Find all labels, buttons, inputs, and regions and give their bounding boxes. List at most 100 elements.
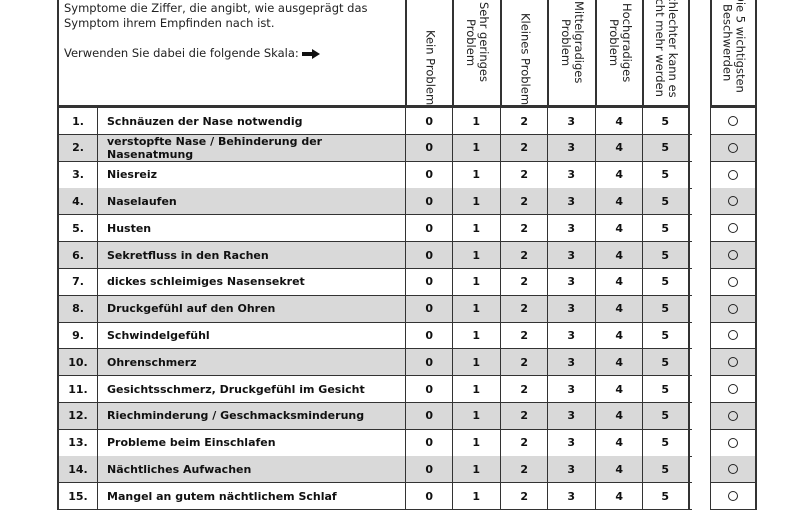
top5-checkbox[interactable] bbox=[710, 376, 757, 402]
score-option-3[interactable]: 3 bbox=[547, 108, 595, 134]
score-option-2[interactable]: 2 bbox=[500, 349, 548, 376]
score-option-4[interactable]: 4 bbox=[595, 349, 643, 376]
score-option-1[interactable]: 1 bbox=[452, 429, 500, 456]
score-option-1[interactable]: 1 bbox=[452, 188, 500, 215]
score-option-1[interactable]: 1 bbox=[452, 376, 500, 402]
score-option-0[interactable]: 0 bbox=[405, 242, 453, 268]
score-option-3[interactable]: 3 bbox=[547, 161, 595, 188]
score-option-4[interactable]: 4 bbox=[595, 295, 643, 322]
score-option-0[interactable]: 0 bbox=[405, 295, 453, 322]
score-option-1[interactable]: 1 bbox=[452, 322, 500, 349]
top5-checkbox[interactable] bbox=[710, 483, 757, 510]
score-option-5[interactable]: 5 bbox=[642, 349, 690, 376]
score-option-4[interactable]: 4 bbox=[595, 215, 643, 242]
score-option-1[interactable]: 1 bbox=[452, 134, 500, 161]
score-option-4[interactable]: 4 bbox=[595, 322, 643, 349]
score-option-2[interactable]: 2 bbox=[500, 295, 548, 322]
score-option-2[interactable]: 2 bbox=[500, 242, 548, 268]
score-option-2[interactable]: 2 bbox=[500, 483, 548, 510]
top5-checkbox[interactable] bbox=[710, 215, 757, 242]
score-option-2[interactable]: 2 bbox=[500, 456, 548, 483]
top5-checkbox[interactable] bbox=[710, 242, 757, 268]
score-option-4[interactable]: 4 bbox=[595, 134, 643, 161]
score-option-0[interactable]: 0 bbox=[405, 456, 453, 483]
score-option-3[interactable]: 3 bbox=[547, 268, 595, 295]
top5-checkbox[interactable] bbox=[710, 161, 757, 188]
score-option-1[interactable]: 1 bbox=[452, 483, 500, 510]
score-option-4[interactable]: 4 bbox=[595, 483, 643, 510]
score-option-1[interactable]: 1 bbox=[452, 295, 500, 322]
score-option-0[interactable]: 0 bbox=[405, 322, 453, 349]
score-option-1[interactable]: 1 bbox=[452, 215, 500, 242]
top5-checkbox[interactable] bbox=[710, 456, 757, 483]
score-option-5[interactable]: 5 bbox=[642, 161, 690, 188]
top5-checkbox[interactable] bbox=[710, 402, 757, 429]
top5-checkbox[interactable] bbox=[710, 349, 757, 376]
score-option-0[interactable]: 0 bbox=[405, 402, 453, 429]
score-option-0[interactable]: 0 bbox=[405, 376, 453, 402]
score-option-2[interactable]: 2 bbox=[500, 134, 548, 161]
score-option-3[interactable]: 3 bbox=[547, 188, 595, 215]
score-option-5[interactable]: 5 bbox=[642, 322, 690, 349]
score-option-4[interactable]: 4 bbox=[595, 161, 643, 188]
score-option-1[interactable]: 1 bbox=[452, 402, 500, 429]
score-option-1[interactable]: 1 bbox=[452, 349, 500, 376]
score-option-4[interactable]: 4 bbox=[595, 456, 643, 483]
score-option-2[interactable]: 2 bbox=[500, 322, 548, 349]
score-option-4[interactable]: 4 bbox=[595, 429, 643, 456]
score-option-3[interactable]: 3 bbox=[547, 242, 595, 268]
score-option-3[interactable]: 3 bbox=[547, 215, 595, 242]
score-option-0[interactable]: 0 bbox=[405, 349, 453, 376]
score-option-5[interactable]: 5 bbox=[642, 108, 690, 134]
score-option-4[interactable]: 4 bbox=[595, 188, 643, 215]
top5-checkbox[interactable] bbox=[710, 268, 757, 295]
score-option-0[interactable]: 0 bbox=[405, 188, 453, 215]
score-option-1[interactable]: 1 bbox=[452, 242, 500, 268]
score-option-0[interactable]: 0 bbox=[405, 161, 453, 188]
score-option-5[interactable]: 5 bbox=[642, 429, 690, 456]
score-option-2[interactable]: 2 bbox=[500, 161, 548, 188]
score-option-3[interactable]: 3 bbox=[547, 456, 595, 483]
score-option-2[interactable]: 2 bbox=[500, 402, 548, 429]
score-option-4[interactable]: 4 bbox=[595, 242, 643, 268]
score-option-3[interactable]: 3 bbox=[547, 295, 595, 322]
score-option-0[interactable]: 0 bbox=[405, 268, 453, 295]
score-option-2[interactable]: 2 bbox=[500, 429, 548, 456]
score-option-2[interactable]: 2 bbox=[500, 376, 548, 402]
score-option-3[interactable]: 3 bbox=[547, 429, 595, 456]
score-option-4[interactable]: 4 bbox=[595, 402, 643, 429]
score-option-3[interactable]: 3 bbox=[547, 322, 595, 349]
score-option-1[interactable]: 1 bbox=[452, 268, 500, 295]
top5-checkbox[interactable] bbox=[710, 188, 757, 215]
score-option-0[interactable]: 0 bbox=[405, 215, 453, 242]
score-option-2[interactable]: 2 bbox=[500, 188, 548, 215]
score-option-5[interactable]: 5 bbox=[642, 402, 690, 429]
score-option-4[interactable]: 4 bbox=[595, 376, 643, 402]
score-option-0[interactable]: 0 bbox=[405, 483, 453, 510]
score-option-5[interactable]: 5 bbox=[642, 215, 690, 242]
top5-checkbox[interactable] bbox=[710, 108, 757, 134]
score-option-5[interactable]: 5 bbox=[642, 268, 690, 295]
score-option-3[interactable]: 3 bbox=[547, 376, 595, 402]
score-option-0[interactable]: 0 bbox=[405, 108, 453, 134]
score-option-2[interactable]: 2 bbox=[500, 108, 548, 134]
top5-checkbox[interactable] bbox=[710, 322, 757, 349]
score-option-5[interactable]: 5 bbox=[642, 134, 690, 161]
score-option-0[interactable]: 0 bbox=[405, 134, 453, 161]
score-option-5[interactable]: 5 bbox=[642, 242, 690, 268]
score-option-5[interactable]: 5 bbox=[642, 376, 690, 402]
score-option-3[interactable]: 3 bbox=[547, 134, 595, 161]
score-option-3[interactable]: 3 bbox=[547, 402, 595, 429]
score-option-4[interactable]: 4 bbox=[595, 268, 643, 295]
score-option-5[interactable]: 5 bbox=[642, 188, 690, 215]
score-option-3[interactable]: 3 bbox=[547, 349, 595, 376]
score-option-5[interactable]: 5 bbox=[642, 483, 690, 510]
top5-checkbox[interactable] bbox=[710, 429, 757, 456]
score-option-4[interactable]: 4 bbox=[595, 108, 643, 134]
score-option-1[interactable]: 1 bbox=[452, 108, 500, 134]
top5-checkbox[interactable] bbox=[710, 134, 757, 161]
score-option-5[interactable]: 5 bbox=[642, 456, 690, 483]
score-option-0[interactable]: 0 bbox=[405, 429, 453, 456]
score-option-1[interactable]: 1 bbox=[452, 161, 500, 188]
score-option-5[interactable]: 5 bbox=[642, 295, 690, 322]
